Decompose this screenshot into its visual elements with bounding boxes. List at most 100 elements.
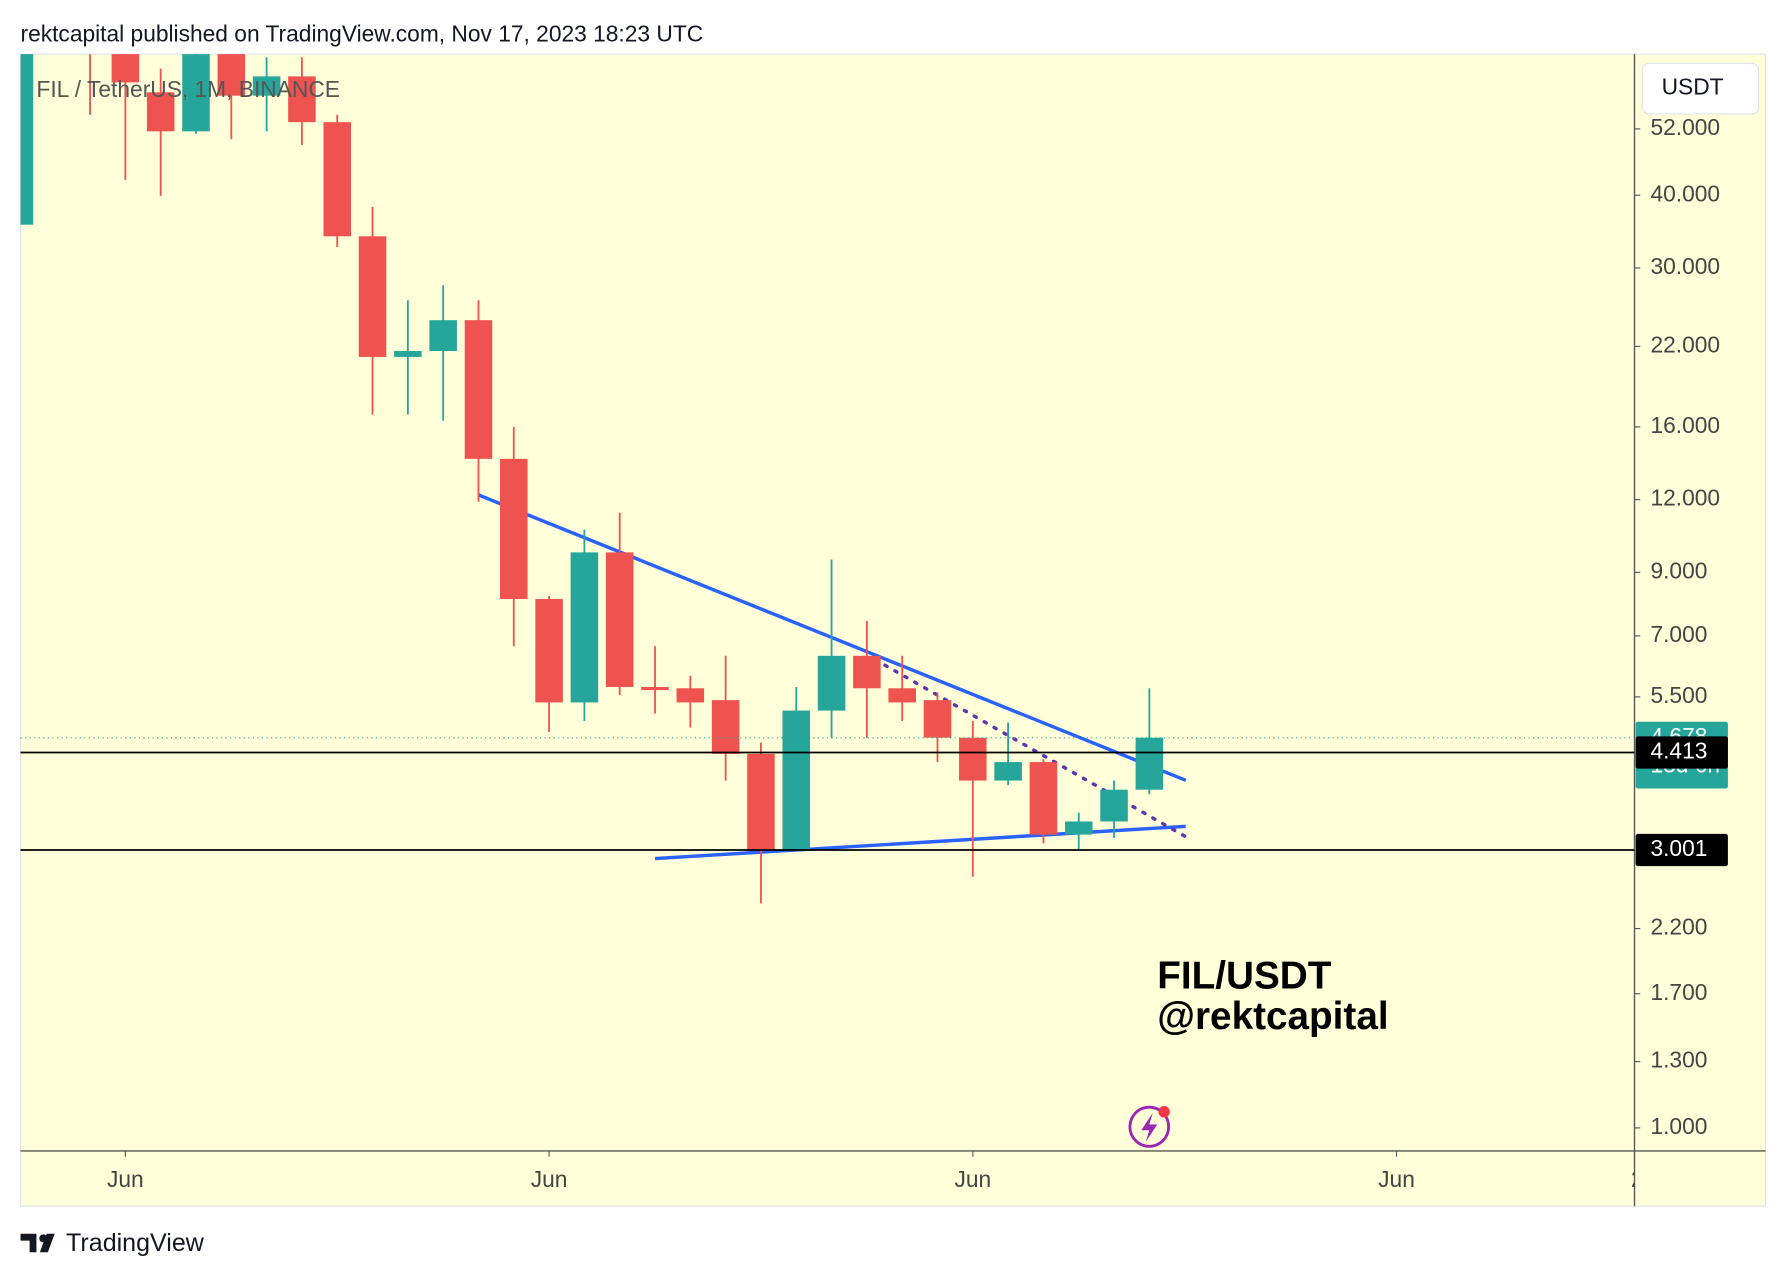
x-tick-label: Jun xyxy=(954,1166,991,1192)
y-tick-label: 2.200 xyxy=(1650,914,1707,940)
candle-body xyxy=(1135,737,1164,790)
candle xyxy=(853,621,881,738)
candle xyxy=(605,512,634,696)
x-tick-label: 20 xyxy=(1631,1166,1656,1192)
candle-body xyxy=(217,54,246,96)
candle xyxy=(182,54,210,134)
y-tick-label: 5.500 xyxy=(1650,682,1707,708)
candle-body xyxy=(252,76,281,96)
candle-body xyxy=(182,54,210,132)
candle xyxy=(394,300,422,415)
trendline-lower xyxy=(654,824,1186,861)
y-tick-label: 12.000 xyxy=(1650,485,1720,511)
candle-body xyxy=(1064,821,1093,835)
y-tick-label: 16.000 xyxy=(1650,412,1720,438)
candle xyxy=(711,655,740,781)
x-tick-label: Jun xyxy=(107,1166,144,1192)
candle xyxy=(358,206,387,415)
brand-name: TradingView xyxy=(66,1229,205,1257)
candle-body xyxy=(711,700,740,754)
candle-body xyxy=(1100,789,1128,822)
candle-body xyxy=(570,552,599,703)
y-axis: 52.000 40.000 30.000 22.000 16.000 12.000 9.00… xyxy=(1634,114,1720,1139)
y-tick-label: 7.000 xyxy=(1650,621,1707,647)
y-tick-label: 1.300 xyxy=(1650,1047,1707,1073)
candle xyxy=(888,655,916,721)
candle-body xyxy=(959,737,987,781)
candle xyxy=(146,68,175,196)
candle xyxy=(817,559,846,738)
x-tick-label: Jun xyxy=(531,1166,568,1192)
candle-body xyxy=(111,54,140,83)
candle-body xyxy=(853,655,881,689)
candle-body xyxy=(782,710,811,851)
y-tick-label: 30.000 xyxy=(1650,253,1720,279)
candle-body xyxy=(429,320,457,352)
price-label: 3.001 xyxy=(1650,835,1707,861)
brand-logo xyxy=(20,1233,55,1253)
candle xyxy=(89,54,91,115)
candle-body xyxy=(605,552,634,687)
x-tick-label: Jun xyxy=(1378,1166,1415,1192)
candle-body xyxy=(641,686,669,691)
candle-body xyxy=(994,762,1022,781)
y-tick-label: 9.000 xyxy=(1650,557,1707,583)
y-tick-label: 40.000 xyxy=(1650,180,1720,206)
candle xyxy=(464,300,493,502)
plot-area xyxy=(20,54,1635,904)
chart-panel xyxy=(19,53,1767,1207)
candle xyxy=(923,692,952,763)
candle xyxy=(288,57,316,145)
candle-body xyxy=(288,76,316,123)
candle-body xyxy=(747,753,775,851)
candle-body xyxy=(676,688,705,703)
candle-body xyxy=(923,700,952,738)
candle xyxy=(429,285,457,421)
price-label-box xyxy=(1635,736,1728,769)
y-tick-label: 52.000 xyxy=(1650,114,1720,140)
candle-body xyxy=(394,351,422,357)
candle xyxy=(1064,812,1093,850)
candle-body xyxy=(500,458,528,600)
candle-body xyxy=(888,688,916,703)
candle xyxy=(20,54,34,225)
candle xyxy=(323,114,352,247)
candle-body xyxy=(1029,762,1058,835)
y-tick-label: 22.000 xyxy=(1650,331,1720,357)
candle xyxy=(535,595,563,732)
y-tick-label: 1.000 xyxy=(1650,1113,1707,1139)
candle xyxy=(1135,688,1164,795)
y-tick-label: 1.700 xyxy=(1650,979,1707,1005)
candle-body xyxy=(323,122,352,237)
watermark-line: FIL/USDT xyxy=(1157,954,1331,997)
candle xyxy=(570,529,599,721)
candle-body xyxy=(146,92,175,132)
candle xyxy=(1029,759,1058,844)
watermark-line: @rektcapital xyxy=(1157,995,1388,1038)
currency-button[interactable] xyxy=(1641,62,1760,115)
candle-body xyxy=(817,655,846,711)
candle xyxy=(111,54,140,180)
candle xyxy=(217,54,246,140)
candle-body xyxy=(535,599,563,703)
candle xyxy=(252,57,281,132)
x-axis: Jun2022Jun2023Jun2024Jun20 xyxy=(107,1150,1656,1192)
legend-title: FIL / TetherUS, 1M, BINANCE xyxy=(36,76,340,102)
trendline-dotted xyxy=(883,663,1188,839)
candle xyxy=(747,742,775,904)
candle-body xyxy=(464,320,493,459)
price-label-box xyxy=(1635,833,1728,867)
candle xyxy=(641,646,669,714)
currency-label[interactable]: USDT xyxy=(1662,74,1724,100)
candle xyxy=(782,686,811,851)
candle-body xyxy=(20,54,34,225)
candle xyxy=(500,426,528,647)
price-label: 4.413 xyxy=(1650,738,1707,764)
candle xyxy=(1100,780,1128,838)
bolt-icon xyxy=(1128,1105,1171,1148)
header: rektcapital published on TradingView.com… xyxy=(21,21,704,47)
candle xyxy=(676,675,705,728)
candle-body xyxy=(358,236,387,357)
